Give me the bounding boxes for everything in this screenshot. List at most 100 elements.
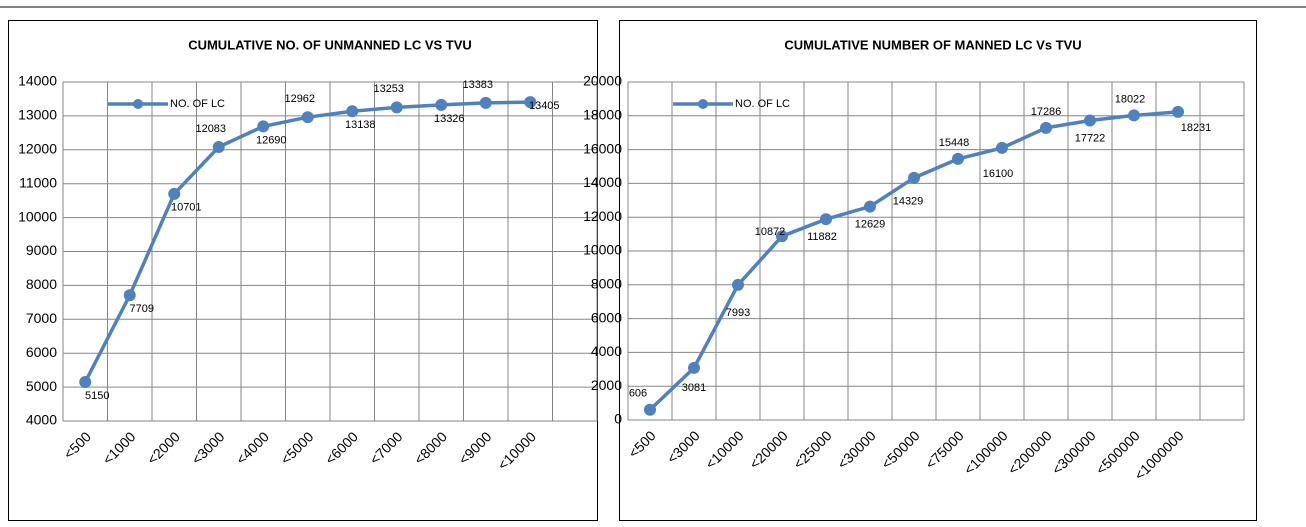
y-tick-label: 16000 — [583, 140, 622, 156]
x-tick-label: <25000 — [790, 427, 835, 472]
point — [864, 200, 876, 213]
data-label: 606 — [629, 388, 647, 400]
panel — [619, 20, 1257, 521]
x-tick-label: <8000 — [411, 428, 450, 467]
data-label: 12962 — [284, 93, 315, 105]
point — [1084, 114, 1096, 127]
data-label: 12690 — [256, 134, 287, 146]
y-tick-label: 18000 — [583, 107, 622, 123]
y-tick-label: 9000 — [26, 242, 57, 258]
y-tick-label: 12000 — [18, 141, 57, 157]
y-tick-label: 11000 — [19, 174, 57, 190]
y-tick-label: 13000 — [18, 107, 57, 123]
data-label: 17286 — [1031, 106, 1062, 118]
y-tick-label: 2000 — [591, 377, 622, 393]
y-tick-label: 10000 — [18, 208, 57, 224]
chart-title: CUMULATIVE NUMBER OF MANNED LC Vs TVU — [784, 37, 1081, 52]
x-tick-label: <5000 — [277, 428, 316, 467]
series-line — [648, 110, 1179, 412]
legend-label: NO. OF LC — [170, 98, 225, 110]
point — [908, 171, 920, 184]
x-tick-label: <9000 — [455, 428, 494, 467]
point — [952, 152, 964, 165]
point — [688, 361, 700, 374]
data-label: 11882 — [807, 231, 837, 243]
x-tick-label: <200000 — [1005, 427, 1055, 477]
point — [168, 187, 181, 200]
y-tick-label: 12000 — [583, 208, 622, 224]
y-tick-label: 8000 — [26, 276, 57, 292]
data-label: 18231 — [1181, 122, 1212, 134]
data-label: 12083 — [195, 123, 226, 135]
y-tick-label: 7000 — [26, 310, 57, 326]
data-label: 14329 — [893, 196, 924, 208]
data-label: 13405 — [529, 100, 560, 112]
x-tick-label: <30000 — [834, 427, 879, 472]
data-label: 5150 — [85, 390, 109, 402]
point — [1172, 105, 1184, 118]
point — [820, 213, 832, 226]
data-label: 17722 — [1075, 132, 1106, 144]
y-tick-label: 10000 — [583, 242, 622, 258]
data-label: 12629 — [855, 218, 886, 230]
y-tick-label: 8000 — [591, 276, 622, 292]
x-tick-label: <20000 — [746, 427, 791, 472]
x-tick-label: <300000 — [1049, 427, 1099, 477]
x-tick-label: <10000 — [702, 427, 747, 472]
data-label: 3081 — [682, 382, 706, 394]
x-tick-label: <500 — [625, 427, 659, 461]
y-tick-label: 4000 — [26, 412, 57, 428]
data-label: 13383 — [462, 79, 493, 91]
point — [524, 96, 537, 109]
y-tick-label: 14000 — [583, 174, 622, 190]
y-tick-label: 6000 — [26, 344, 57, 360]
point — [123, 289, 136, 302]
data-label: 10872 — [755, 226, 786, 238]
point — [301, 111, 314, 124]
data-label: 13253 — [373, 83, 404, 95]
x-tick-label: <1000 — [99, 428, 138, 467]
y-tick-label: 5000 — [26, 378, 57, 394]
point — [776, 230, 788, 243]
x-tick-label: <2000 — [144, 428, 183, 467]
y-tick-label: 4000 — [591, 343, 622, 359]
data-label: 7993 — [726, 307, 750, 319]
point — [346, 105, 359, 118]
data-label: 18022 — [1115, 93, 1146, 105]
data-label: 13326 — [434, 113, 465, 125]
data-label: 13138 — [345, 119, 376, 131]
point — [644, 403, 656, 416]
x-tick-label: <4000 — [233, 428, 272, 467]
point — [479, 96, 492, 109]
legend-label: NO. OF LC — [735, 98, 790, 110]
x-tick-label: <100000 — [961, 427, 1011, 477]
data-label: 7709 — [130, 303, 154, 315]
x-tick-label: <3000 — [664, 427, 703, 466]
point — [996, 141, 1008, 154]
legend-marker — [698, 99, 708, 109]
x-tick-label: <7000 — [366, 428, 405, 467]
point — [212, 140, 225, 153]
point — [435, 98, 448, 111]
y-tick-label: 6000 — [591, 309, 622, 325]
point — [79, 376, 92, 389]
chart-title: CUMULATIVE NO. OF UNMANNED LC VS TVU — [188, 37, 472, 52]
legend-marker — [133, 99, 143, 109]
point — [1128, 109, 1140, 122]
x-tick-label: <3000 — [188, 428, 227, 467]
data-label: 10701 — [171, 202, 202, 214]
x-tick-label: <6000 — [322, 428, 361, 467]
x-tick-label: <500 — [60, 428, 94, 462]
data-label: 15448 — [939, 137, 970, 149]
point — [257, 120, 270, 133]
x-tick-label: <10000 — [494, 428, 539, 473]
y-tick-label: 20000 — [583, 73, 622, 89]
x-tick-label: <50000 — [878, 427, 923, 472]
point — [390, 101, 403, 114]
point — [1040, 121, 1052, 134]
y-tick-label: 14000 — [18, 73, 57, 89]
y-tick-label: 0 — [614, 411, 622, 427]
data-label: 16100 — [983, 168, 1014, 180]
point — [732, 278, 744, 291]
